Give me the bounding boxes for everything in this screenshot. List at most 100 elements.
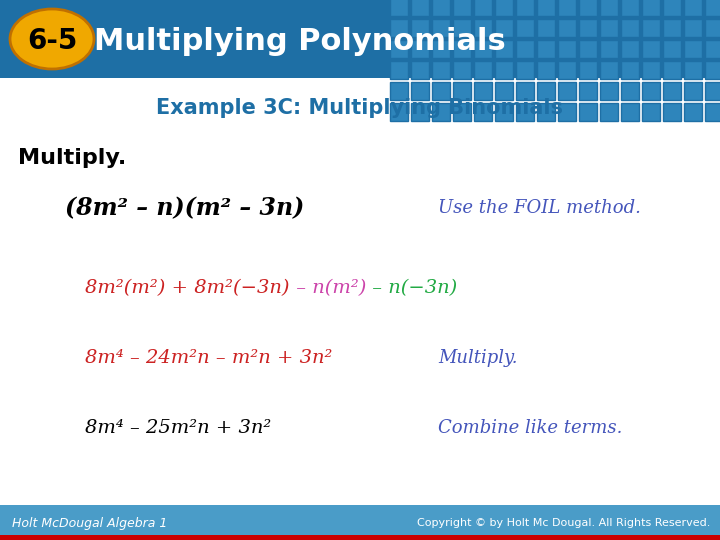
Bar bbox=[390, 61, 408, 79]
Bar bbox=[516, 19, 534, 37]
Text: – n(m²): – n(m²) bbox=[289, 279, 366, 297]
Bar bbox=[516, 0, 534, 16]
Bar bbox=[558, 19, 576, 37]
Bar bbox=[600, 19, 618, 37]
Bar bbox=[432, 19, 450, 37]
Bar bbox=[663, 19, 681, 37]
Bar bbox=[432, 40, 450, 58]
Text: Combine like terms.: Combine like terms. bbox=[438, 419, 622, 437]
Bar bbox=[390, 0, 408, 16]
Bar bbox=[558, 103, 576, 121]
Bar bbox=[684, 82, 702, 100]
Bar bbox=[558, 61, 576, 79]
Bar bbox=[495, 82, 513, 100]
Text: Multiply.: Multiply. bbox=[438, 349, 518, 367]
Bar bbox=[474, 0, 492, 16]
Bar bbox=[516, 103, 534, 121]
Bar bbox=[453, 40, 471, 58]
Bar bbox=[705, 0, 720, 16]
Bar bbox=[621, 19, 639, 37]
Bar bbox=[411, 103, 429, 121]
Bar bbox=[705, 61, 720, 79]
Bar bbox=[579, 0, 597, 16]
Bar bbox=[0, 0, 720, 78]
Bar bbox=[495, 103, 513, 121]
Bar bbox=[432, 61, 450, 79]
Bar bbox=[411, 82, 429, 100]
Text: Copyright © by Holt Mc Dougal. All Rights Reserved.: Copyright © by Holt Mc Dougal. All Right… bbox=[417, 518, 710, 529]
Bar bbox=[411, 61, 429, 79]
Bar bbox=[684, 103, 702, 121]
Bar bbox=[474, 82, 492, 100]
Bar bbox=[600, 0, 618, 16]
Bar bbox=[432, 82, 450, 100]
Bar bbox=[432, 103, 450, 121]
Bar bbox=[474, 40, 492, 58]
Bar bbox=[621, 0, 639, 16]
Bar bbox=[642, 61, 660, 79]
Bar bbox=[516, 40, 534, 58]
Text: 8m²(m²) + 8m²(−3n): 8m²(m²) + 8m²(−3n) bbox=[85, 279, 289, 297]
Text: Use the FOIL method.: Use the FOIL method. bbox=[438, 199, 641, 217]
Bar bbox=[411, 19, 429, 37]
Bar bbox=[411, 40, 429, 58]
Bar bbox=[558, 40, 576, 58]
Bar bbox=[495, 61, 513, 79]
Bar bbox=[474, 61, 492, 79]
Bar bbox=[516, 61, 534, 79]
Bar bbox=[453, 0, 471, 16]
Bar bbox=[579, 61, 597, 79]
Bar bbox=[663, 82, 681, 100]
Bar bbox=[705, 19, 720, 37]
Bar bbox=[600, 61, 618, 79]
Text: 8m⁴ – 24m²n – m²n + 3n²: 8m⁴ – 24m²n – m²n + 3n² bbox=[85, 349, 333, 367]
Bar bbox=[537, 40, 555, 58]
Bar bbox=[663, 61, 681, 79]
Text: Multiply.: Multiply. bbox=[18, 148, 126, 168]
Bar bbox=[558, 82, 576, 100]
Bar bbox=[684, 40, 702, 58]
Bar bbox=[474, 19, 492, 37]
Bar bbox=[705, 103, 720, 121]
Bar bbox=[390, 40, 408, 58]
Bar bbox=[663, 40, 681, 58]
Text: Multiplying Polynomials: Multiplying Polynomials bbox=[94, 26, 506, 56]
Bar bbox=[537, 0, 555, 16]
Ellipse shape bbox=[10, 9, 94, 69]
Bar bbox=[537, 103, 555, 121]
Bar bbox=[642, 82, 660, 100]
Bar bbox=[621, 82, 639, 100]
Text: 6-5: 6-5 bbox=[27, 27, 77, 55]
Bar bbox=[558, 0, 576, 16]
Bar bbox=[663, 103, 681, 121]
Bar bbox=[453, 19, 471, 37]
Bar bbox=[579, 103, 597, 121]
Bar bbox=[453, 103, 471, 121]
Bar bbox=[432, 0, 450, 16]
Text: Example 3C: Multiplying Binomials: Example 3C: Multiplying Binomials bbox=[156, 98, 564, 118]
Bar bbox=[663, 0, 681, 16]
Bar bbox=[684, 0, 702, 16]
Bar bbox=[390, 19, 408, 37]
Bar bbox=[642, 40, 660, 58]
Bar bbox=[684, 61, 702, 79]
Bar bbox=[537, 19, 555, 37]
Bar bbox=[642, 19, 660, 37]
Bar bbox=[642, 0, 660, 16]
Bar bbox=[579, 82, 597, 100]
Bar bbox=[516, 82, 534, 100]
Bar bbox=[537, 82, 555, 100]
Bar bbox=[453, 82, 471, 100]
Text: 8m⁴ – 25m²n + 3n²: 8m⁴ – 25m²n + 3n² bbox=[85, 419, 271, 437]
Bar bbox=[600, 103, 618, 121]
Bar bbox=[495, 19, 513, 37]
Bar bbox=[390, 82, 408, 100]
Bar bbox=[600, 40, 618, 58]
Bar bbox=[705, 40, 720, 58]
Bar bbox=[495, 0, 513, 16]
Bar bbox=[537, 61, 555, 79]
Bar bbox=[621, 61, 639, 79]
Text: Holt McDougal Algebra 1: Holt McDougal Algebra 1 bbox=[12, 517, 167, 530]
Bar bbox=[579, 19, 597, 37]
Bar bbox=[705, 82, 720, 100]
